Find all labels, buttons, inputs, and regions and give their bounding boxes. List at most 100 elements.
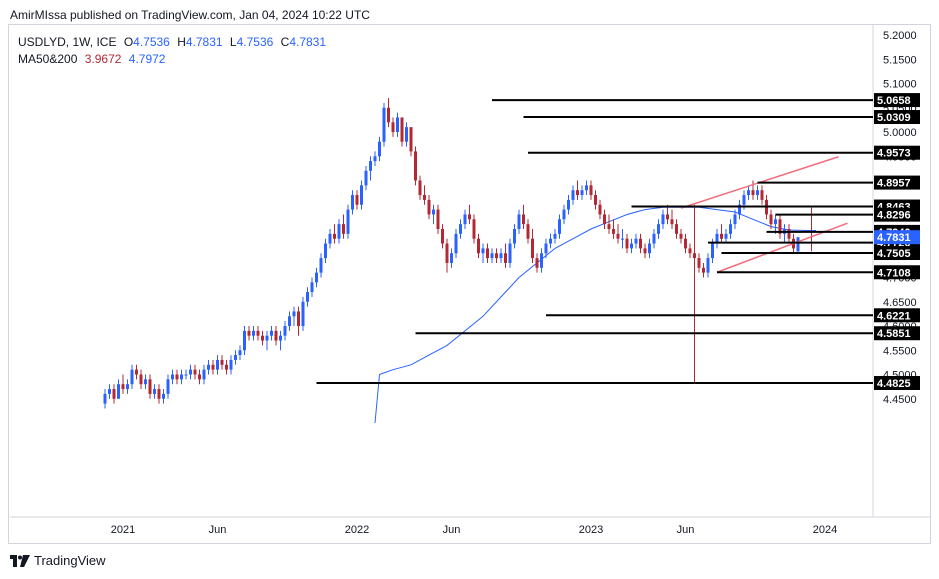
candle-body [679, 233, 683, 239]
candle-body [733, 214, 737, 225]
y-tick-label: 5.1500 [883, 54, 917, 66]
candle-body [432, 209, 435, 215]
candle-body [198, 374, 201, 380]
candle-body [594, 195, 597, 205]
candle-body [216, 359, 219, 370]
candle-body [126, 384, 129, 390]
candle-body [603, 214, 606, 225]
candle-body [166, 379, 170, 394]
candle-body [211, 364, 215, 370]
candle-body [283, 326, 287, 336]
candle-body [387, 107, 390, 123]
candle-body [256, 330, 260, 336]
level-price-label: 4.8296 [877, 210, 911, 222]
tradingview-footer[interactable]: TradingView [10, 553, 106, 568]
level-price-tag [874, 175, 920, 190]
candle-body [337, 224, 341, 239]
candle-body [175, 374, 179, 380]
candle-body [189, 369, 192, 375]
candle-body [144, 379, 147, 385]
candle-body [477, 238, 480, 254]
candle-body [261, 335, 264, 341]
y-tick-label: 5.1000 [883, 79, 917, 91]
candle-body [535, 258, 539, 268]
candle-body [265, 335, 269, 341]
candle-body [153, 389, 156, 394]
candle-body [549, 238, 552, 244]
candle-body [540, 253, 543, 268]
candle-body [558, 219, 561, 234]
candle-body [279, 335, 282, 341]
candle-body [481, 248, 485, 254]
candle-body [405, 127, 408, 142]
candle-body [229, 359, 233, 370]
legend-symbol: USDLYD, 1W, ICE [18, 35, 117, 49]
candle-body [697, 258, 701, 268]
candle-body [148, 379, 152, 394]
publish-caption: AmirMIssa published on TradingView.com, … [10, 8, 370, 22]
legend-high-value: 4.7831 [185, 35, 223, 49]
candle-body [567, 199, 570, 210]
level-price-tag [874, 375, 920, 390]
candle-body [400, 117, 404, 142]
candle-body [612, 229, 615, 234]
candle-body [315, 272, 318, 283]
candle-body [270, 330, 273, 336]
candle-body [346, 209, 350, 234]
x-tick-label: 2023 [579, 524, 603, 536]
level-price-tag [874, 246, 920, 261]
candle-body [355, 195, 359, 205]
candle-body [486, 248, 489, 259]
candle-body [666, 214, 669, 220]
candle-body [585, 185, 588, 191]
candle-body [463, 214, 467, 225]
chart-frame [8, 24, 931, 544]
candle-body [702, 267, 705, 273]
candle-body [414, 151, 417, 181]
level-price-label: 5.0309 [877, 112, 911, 124]
candle-body [643, 248, 647, 254]
level-price-label: 4.8957 [877, 178, 911, 190]
legend-ma200-value: 4.7972 [128, 52, 166, 66]
level-price-label: 4.5851 [877, 328, 911, 340]
candle-body [243, 330, 246, 351]
candle-body [751, 190, 755, 196]
candle-body [675, 224, 678, 234]
candle-body [648, 243, 651, 254]
candle-body [729, 224, 732, 234]
candle-body [621, 238, 624, 240]
legend-high-label: H [177, 35, 186, 49]
plot-area[interactable] [103, 98, 874, 424]
candle-body [409, 127, 413, 152]
candle-body [297, 311, 300, 326]
level-price-label: 4.7108 [877, 267, 911, 279]
level-price-tag [874, 265, 920, 280]
candle-body [351, 195, 354, 210]
candle-body [135, 369, 138, 375]
level-price-tag [874, 207, 920, 222]
candle-body [499, 253, 503, 259]
candle-body [634, 238, 638, 244]
candle-body [774, 219, 777, 225]
candle-body [571, 190, 575, 200]
candle-body [607, 224, 611, 229]
candle-body [373, 156, 377, 162]
candle-body [396, 117, 399, 132]
y-tick-label: 4.5500 [883, 345, 917, 357]
level-price-label: 4.6221 [877, 310, 911, 322]
candle-body [526, 224, 530, 239]
candle-body [423, 195, 426, 200]
candle-body [747, 190, 750, 196]
y-tick-label: 5.0000 [883, 127, 917, 139]
candle-body [742, 195, 746, 205]
candle-body [234, 355, 237, 360]
candle-body [184, 374, 188, 376]
level-price-tag [874, 145, 920, 160]
level-price-tag [874, 93, 920, 108]
candle-body [342, 224, 345, 234]
level-price-label: 4.9573 [877, 148, 911, 160]
candle-body [616, 233, 620, 239]
candle-body [292, 311, 296, 317]
candle-body [193, 369, 197, 375]
